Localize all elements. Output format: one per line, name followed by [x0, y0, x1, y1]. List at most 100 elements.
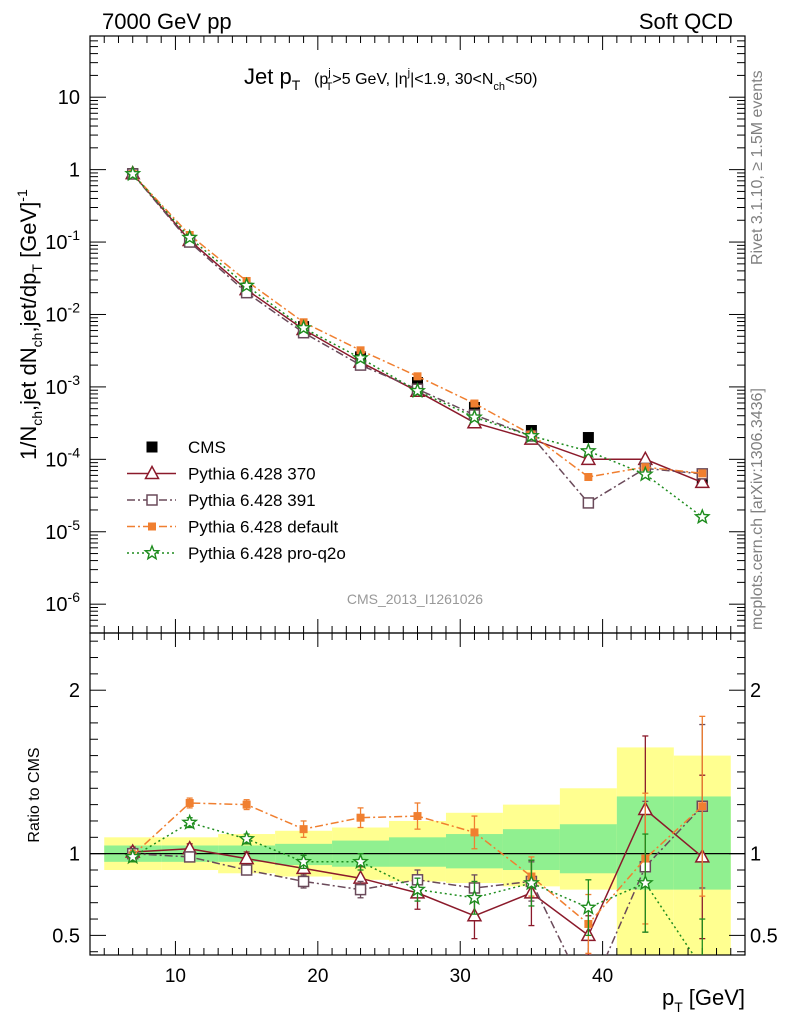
xlabel-unit: [GeV]: [689, 985, 745, 1010]
y-tick-label: 10-3: [45, 372, 80, 399]
ratio-point: [124, 847, 142, 865]
data-point: [124, 165, 142, 182]
ratio-y-tick-label-right: 0.5: [750, 925, 778, 947]
data-point: [637, 450, 654, 466]
ratio-y-tick-label: 2: [69, 680, 80, 702]
legend-marker: [143, 544, 161, 561]
data-point: [693, 508, 711, 525]
title-cond-p: (p: [314, 71, 328, 88]
legend-label: Pythia 6.428 pro-q2o: [188, 544, 346, 563]
main-title: Jet pT (pj T>5 GeV, |ηj|<1.9, 30<Nch<50): [244, 64, 537, 93]
data-point: [694, 473, 711, 489]
title-cond-rest2: |<1.9, 30<N: [410, 71, 493, 88]
y-tick-label: 10-5: [45, 517, 80, 544]
y-axis-label-ratio: Ratio to CMS: [26, 747, 43, 842]
ratio-point: [356, 813, 365, 822]
svg-text:(pjT>5 GeV, |ηj|<1.9, 30<Nch<5: (pj T>5 GeV, |ηj|<1.9, 30<Nch<50): [314, 67, 537, 93]
xlabel-sub: T: [674, 999, 683, 1015]
ylabel-a: 1/N: [16, 426, 41, 460]
title-cond-eta-sup: j: [407, 67, 410, 79]
data-point: [636, 465, 654, 482]
analysis-id: CMS_2013_I1261026: [347, 591, 483, 607]
ratio-point: [698, 802, 707, 811]
legend-label: Pythia 6.428 370: [188, 465, 316, 484]
ratio-point: [696, 961, 709, 974]
legend-marker: [148, 522, 156, 531]
ratio-point: [352, 852, 370, 870]
main-series: [124, 165, 711, 525]
data-point: [580, 450, 597, 466]
ratio-bands: [104, 747, 731, 955]
title-cond-nch-sub: ch: [493, 81, 505, 93]
legend-item: Pythia 6.428 370: [127, 465, 316, 484]
legend-marker: [144, 464, 160, 480]
ratio-point: [242, 800, 251, 809]
data-point: [698, 469, 707, 478]
ratio-point: [295, 852, 313, 870]
legend: CMS Pythia 6.428 370 Pythia 6.428 391 Pythi…: [127, 438, 346, 563]
ratio-point: [470, 828, 479, 837]
ratio-y-tick-label: 0.5: [52, 925, 80, 947]
data-point: [408, 381, 427, 399]
header-left: 7000 GeV pp: [102, 9, 232, 34]
ratio-point: [183, 851, 196, 863]
data-point: [181, 228, 199, 245]
series-pythia-6-428-default: [128, 170, 707, 482]
ratio-point: [522, 874, 540, 891]
y-tick-label: 10-1: [45, 227, 80, 254]
data-point: [522, 427, 540, 444]
title-cond-p-sup: j: [327, 67, 330, 79]
ratio-point: [238, 829, 256, 847]
series-pythia-6-428-391: [126, 168, 709, 509]
title-cond-rest3: <50): [505, 71, 537, 88]
svg-text:Jet pT: Jet pT: [244, 64, 301, 93]
data-point: [579, 442, 597, 459]
title-cond-rest1: >5 GeV, |η: [332, 71, 407, 88]
x-tick-label: 30: [450, 966, 471, 987]
ylabel-c-sub: T: [29, 264, 45, 273]
y-tick-label: 10-6: [45, 589, 80, 616]
ratio-y-tick-label-right: 2: [750, 680, 761, 702]
x-tick-label: 10: [165, 966, 186, 987]
legend-marker: [146, 441, 158, 453]
ratio-series: [124, 715, 711, 1002]
series-pythia-6-428-pro-q2o: [124, 165, 711, 525]
data-point: [584, 473, 593, 482]
ratio-point: [185, 798, 194, 807]
ylabel-c: ,jet/dp: [16, 273, 41, 333]
y-tick-label: 10-4: [45, 444, 80, 471]
x-tick-label: 40: [592, 966, 613, 987]
header-right: Soft QCD: [639, 9, 733, 34]
data-point: [465, 408, 483, 425]
ratio-point: [408, 880, 427, 897]
x-tick-label: 20: [307, 966, 328, 987]
ratio-y-tick-label-right: 1: [750, 844, 761, 866]
ratio-point: [636, 874, 654, 891]
legend-label: CMS: [188, 438, 226, 457]
data-point: [238, 276, 256, 293]
ratio-point: [583, 992, 593, 1002]
ylabel-a-sub: ch: [29, 411, 45, 426]
x-axis-label: pT [GeV]: [662, 985, 745, 1015]
ratio-point: [413, 812, 422, 821]
ratio-point: [240, 864, 253, 876]
title-main-sub: T: [292, 77, 301, 93]
ylabel-b: jet dN: [16, 347, 41, 405]
legend-label: Pythia 6.428 391: [188, 491, 316, 510]
title-cond-p-sub: T: [326, 81, 333, 93]
legend-item: CMS: [146, 438, 226, 457]
ylabel-d: [GeV]: [16, 202, 41, 264]
ylabel-b-sub: ch: [29, 333, 45, 348]
ylabel-d-sup: -1: [14, 189, 30, 202]
y-axis-label-main: 1/Nch,jet dNch,jet/dpT [GeV]-1: [14, 189, 45, 460]
series-line: [132, 173, 703, 484]
series-line: [132, 173, 703, 478]
legend-label: Pythia 6.428 default: [188, 518, 339, 537]
data-point: [582, 432, 594, 444]
mcplots-label: mcplots.cern.ch [arXiv:1306.3436]: [749, 388, 766, 630]
ratio-panel: 10 20 30 40 0.5 0.5 1 1 2 2: [52, 632, 778, 1002]
y-tick-label: 1: [69, 160, 80, 182]
title-main: Jet p: [244, 64, 292, 89]
data-point: [470, 399, 479, 408]
